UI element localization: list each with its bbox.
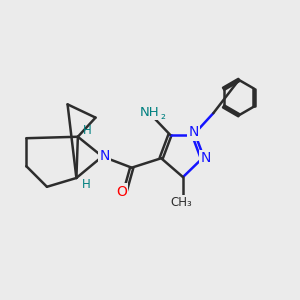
Text: N: N: [201, 151, 211, 165]
Text: CH₃: CH₃: [171, 196, 192, 208]
Text: N: N: [100, 149, 110, 164]
Text: O: O: [116, 185, 127, 199]
Text: N: N: [188, 125, 199, 139]
Text: H: H: [83, 124, 92, 137]
Text: H: H: [81, 178, 90, 191]
Text: NH: NH: [139, 106, 159, 119]
Text: ₂: ₂: [160, 109, 165, 122]
